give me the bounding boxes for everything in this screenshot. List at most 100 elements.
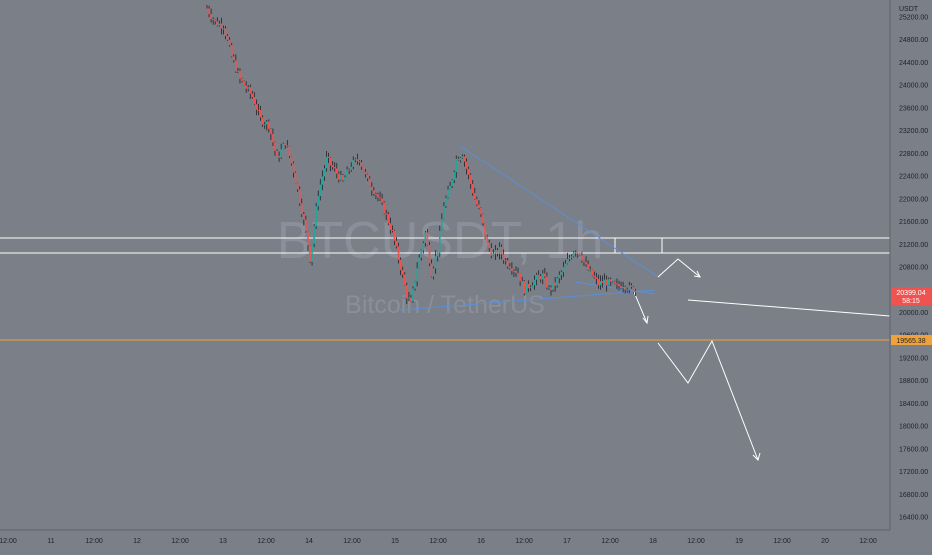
candle-down xyxy=(539,276,542,280)
candle-up xyxy=(325,156,328,169)
price-tick-label: 17200.00 xyxy=(899,469,928,476)
candle-up xyxy=(438,230,441,253)
candle-down xyxy=(595,277,598,279)
candle-down xyxy=(593,275,596,278)
price-tick-label: 22400.00 xyxy=(899,174,928,181)
price-tick-label: 24400.00 xyxy=(899,60,928,67)
time-tick-label: 20 xyxy=(821,538,829,545)
watermark-name: Bitcoin / TetherUS xyxy=(345,291,545,319)
candle-down xyxy=(249,87,252,94)
candle-down xyxy=(406,285,408,299)
time-tick-label: 12:00 xyxy=(429,538,447,545)
candle-down xyxy=(294,172,297,184)
candle-up xyxy=(352,160,355,167)
candle-down xyxy=(393,230,396,241)
projection-down-arrowhead xyxy=(642,315,649,325)
candle-down xyxy=(554,282,556,286)
candle-down xyxy=(377,194,379,198)
candle-down xyxy=(463,156,466,162)
candle-down xyxy=(469,174,472,184)
candle-down xyxy=(478,204,480,208)
price-axis[interactable]: USDT 25200.00 24800.00 24400.00 24000.00 236… xyxy=(889,0,932,530)
candle-down xyxy=(224,28,227,36)
candle-down xyxy=(591,269,594,276)
candle-down xyxy=(296,183,299,190)
candle-down xyxy=(430,263,433,277)
candle-up xyxy=(451,180,453,187)
candle-down xyxy=(519,273,521,282)
projection-down-path[interactable] xyxy=(633,291,648,324)
time-tick-label: 12:00 xyxy=(601,538,619,545)
candle-down xyxy=(574,252,577,254)
candle-up xyxy=(350,166,352,170)
candle-down xyxy=(509,266,511,269)
projection-up-path[interactable] xyxy=(657,258,701,278)
time-tick-label: 12:00 xyxy=(0,538,17,545)
drawings-layer[interactable] xyxy=(0,145,891,461)
candle-down xyxy=(428,244,431,264)
candle-down xyxy=(255,104,258,110)
triangle-upper-trendline[interactable] xyxy=(459,145,661,279)
candle-down xyxy=(214,19,217,22)
candle-up xyxy=(412,288,414,302)
candle-down xyxy=(342,175,344,181)
candle-up xyxy=(340,175,342,180)
candle-up xyxy=(265,121,268,125)
price-tick-label: 16400.00 xyxy=(899,515,928,522)
candle-down xyxy=(208,8,210,15)
candle-up xyxy=(218,23,221,26)
candle-down xyxy=(232,56,235,61)
triangle-lower-trendline[interactable] xyxy=(399,289,656,311)
time-tick-label: 12:00 xyxy=(859,538,877,545)
candle-up xyxy=(562,266,565,273)
candle-down xyxy=(583,260,585,263)
candle-up xyxy=(346,169,348,178)
price-tick-label: 21600.00 xyxy=(899,219,928,226)
candle-up xyxy=(313,226,315,244)
candle-down xyxy=(614,281,616,284)
candle-down xyxy=(515,270,517,273)
candle-up xyxy=(564,263,567,267)
candle-down xyxy=(257,109,260,111)
time-tick-label: 14 xyxy=(305,538,313,545)
candle-down xyxy=(517,272,519,274)
candle-up xyxy=(323,168,326,177)
candle-down xyxy=(385,213,388,215)
candle-up xyxy=(422,242,425,251)
price-tick-label: 22800.00 xyxy=(899,151,928,158)
candle-up xyxy=(566,259,569,264)
candle-down xyxy=(292,163,295,173)
candle-down xyxy=(253,96,256,105)
candle-up xyxy=(498,246,501,255)
triangle-lower-trendline-2[interactable] xyxy=(574,281,656,295)
current-price-countdown: 58:15 xyxy=(902,298,920,305)
candle-up xyxy=(535,274,538,280)
long-trendline[interactable] xyxy=(687,299,891,317)
candle-down xyxy=(482,214,484,224)
candle-down xyxy=(579,253,581,256)
price-tick-label: 22000.00 xyxy=(899,196,928,203)
candle-up xyxy=(568,257,571,260)
candle-up xyxy=(607,279,610,286)
candle-down xyxy=(309,245,311,262)
candle-up xyxy=(418,257,420,269)
candle-down xyxy=(333,167,336,169)
candle-down xyxy=(626,289,629,291)
projection-drop-path[interactable] xyxy=(657,339,759,461)
time-axis[interactable]: 12:00 11 12:00 12 12:00 13 12:00 14 12:00 15 12:00… xyxy=(0,529,890,545)
time-tick-label: 12:00 xyxy=(171,538,189,545)
time-tick-label: 15 xyxy=(391,538,399,545)
candle-down xyxy=(360,162,363,167)
candle-down xyxy=(379,197,381,199)
candle-down xyxy=(356,159,359,162)
candle-up xyxy=(570,256,573,258)
candle-down xyxy=(511,268,513,271)
price-tick-label: 18000.00 xyxy=(899,424,928,431)
candle-up xyxy=(589,269,591,271)
candle-up xyxy=(531,285,534,288)
candle-up xyxy=(492,254,495,256)
candle-down xyxy=(488,242,491,249)
candle-down xyxy=(335,168,338,174)
